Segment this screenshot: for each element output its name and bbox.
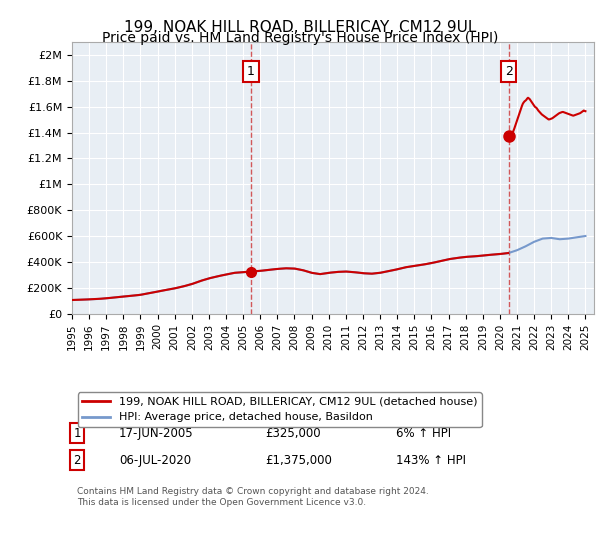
Text: 6% ↑ HPI: 6% ↑ HPI <box>395 427 451 440</box>
Text: 1: 1 <box>247 66 255 78</box>
Text: £325,000: £325,000 <box>265 427 321 440</box>
Text: 2: 2 <box>73 454 81 467</box>
Text: 199, NOAK HILL ROAD, BILLERICAY, CM12 9UL: 199, NOAK HILL ROAD, BILLERICAY, CM12 9U… <box>124 20 476 35</box>
Text: 1: 1 <box>73 427 81 440</box>
Legend: 199, NOAK HILL ROAD, BILLERICAY, CM12 9UL (detached house), HPI: Average price, : 199, NOAK HILL ROAD, BILLERICAY, CM12 9U… <box>77 393 482 427</box>
Text: 143% ↑ HPI: 143% ↑ HPI <box>395 454 466 467</box>
Text: Price paid vs. HM Land Registry's House Price Index (HPI): Price paid vs. HM Land Registry's House … <box>102 31 498 45</box>
Text: 2: 2 <box>505 66 512 78</box>
Text: £1,375,000: £1,375,000 <box>265 454 332 467</box>
Text: Contains HM Land Registry data © Crown copyright and database right 2024.
This d: Contains HM Land Registry data © Crown c… <box>77 487 429 507</box>
Text: 17-JUN-2005: 17-JUN-2005 <box>119 427 194 440</box>
Text: 06-JUL-2020: 06-JUL-2020 <box>119 454 191 467</box>
